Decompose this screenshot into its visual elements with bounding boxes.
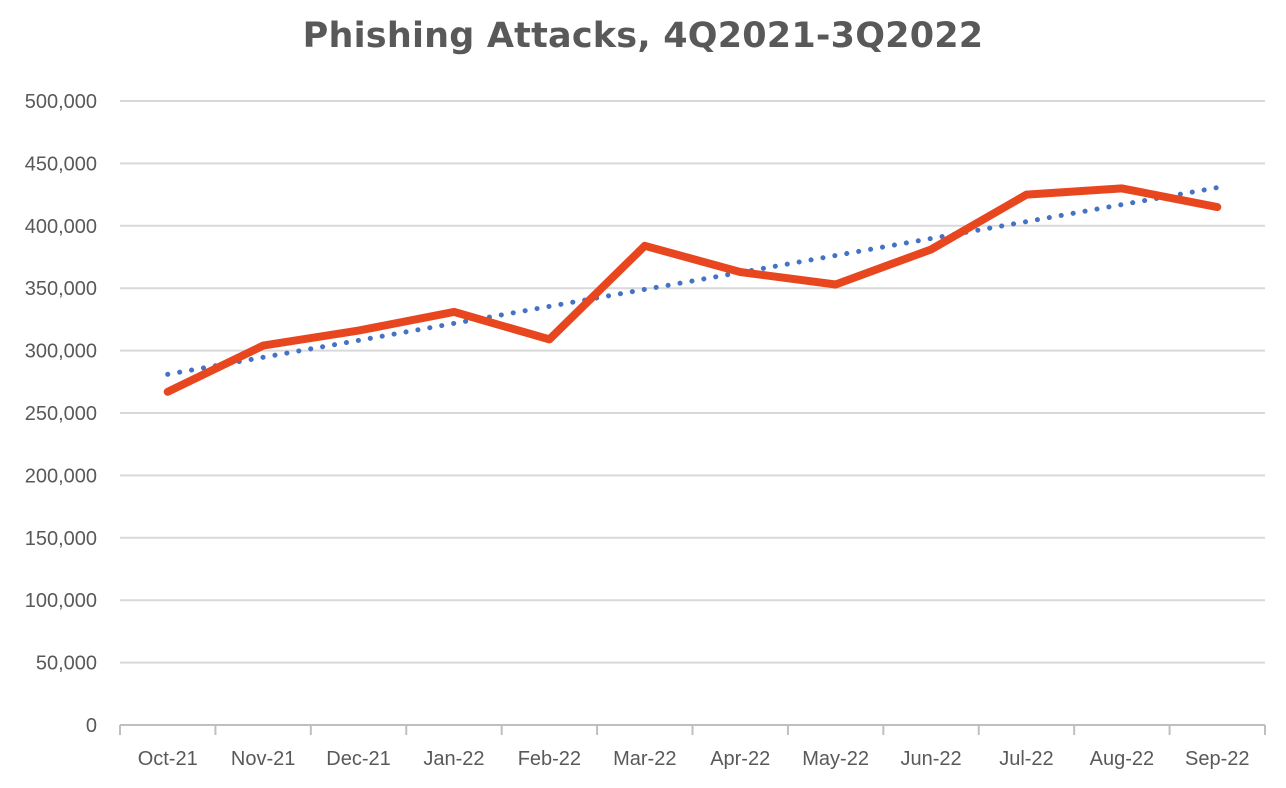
trendline-series	[165, 185, 1220, 377]
y-tick-label: 250,000	[25, 403, 97, 425]
x-tick-label: May-22	[802, 748, 869, 770]
x-tick-label: Jun-22	[900, 748, 961, 770]
phishing-attacks-series-line	[163, 184, 1222, 396]
y-tick-label: 200,000	[25, 465, 97, 487]
y-tick-label: 300,000	[25, 341, 97, 363]
y-tick-label: 400,000	[25, 216, 97, 238]
y-tick-label: 0	[86, 715, 97, 737]
x-tick-label: Jul-22	[999, 748, 1053, 770]
x-axis-ticks: Oct-21 Nov-21 Dec-21 Jan-22 Feb-22 Mar-22 Apr-…	[138, 748, 1250, 770]
x-tick-label: Feb-22	[518, 748, 581, 770]
gridlines	[120, 100, 1265, 664]
x-axis	[119, 724, 1266, 735]
chart-title: Phishing Attacks, 4Q2021-3Q2022	[302, 16, 984, 56]
y-tick-label: 50,000	[36, 653, 97, 675]
series-group	[163, 184, 1222, 396]
x-tick-label: Aug-22	[1090, 748, 1155, 770]
y-tick-label: 500,000	[25, 91, 97, 113]
x-tick-label: Oct-21	[138, 748, 198, 770]
y-tick-label: 450,000	[25, 153, 97, 175]
x-tick-label: Nov-21	[231, 748, 295, 770]
y-tick-label: 100,000	[25, 590, 97, 612]
x-tick-label: Sep-22	[1185, 748, 1250, 770]
y-tick-label: 150,000	[25, 528, 97, 550]
y-axis-ticks: 0 50,000 100,000 150,000 200,000 250,000 300,0…	[25, 91, 97, 737]
x-tick-label: Mar-22	[613, 748, 676, 770]
y-tick-label: 350,000	[25, 278, 97, 300]
x-tick-label: Dec-21	[326, 748, 390, 770]
x-tick-label: Apr-22	[710, 748, 770, 770]
x-tick-label: Jan-22	[423, 748, 484, 770]
